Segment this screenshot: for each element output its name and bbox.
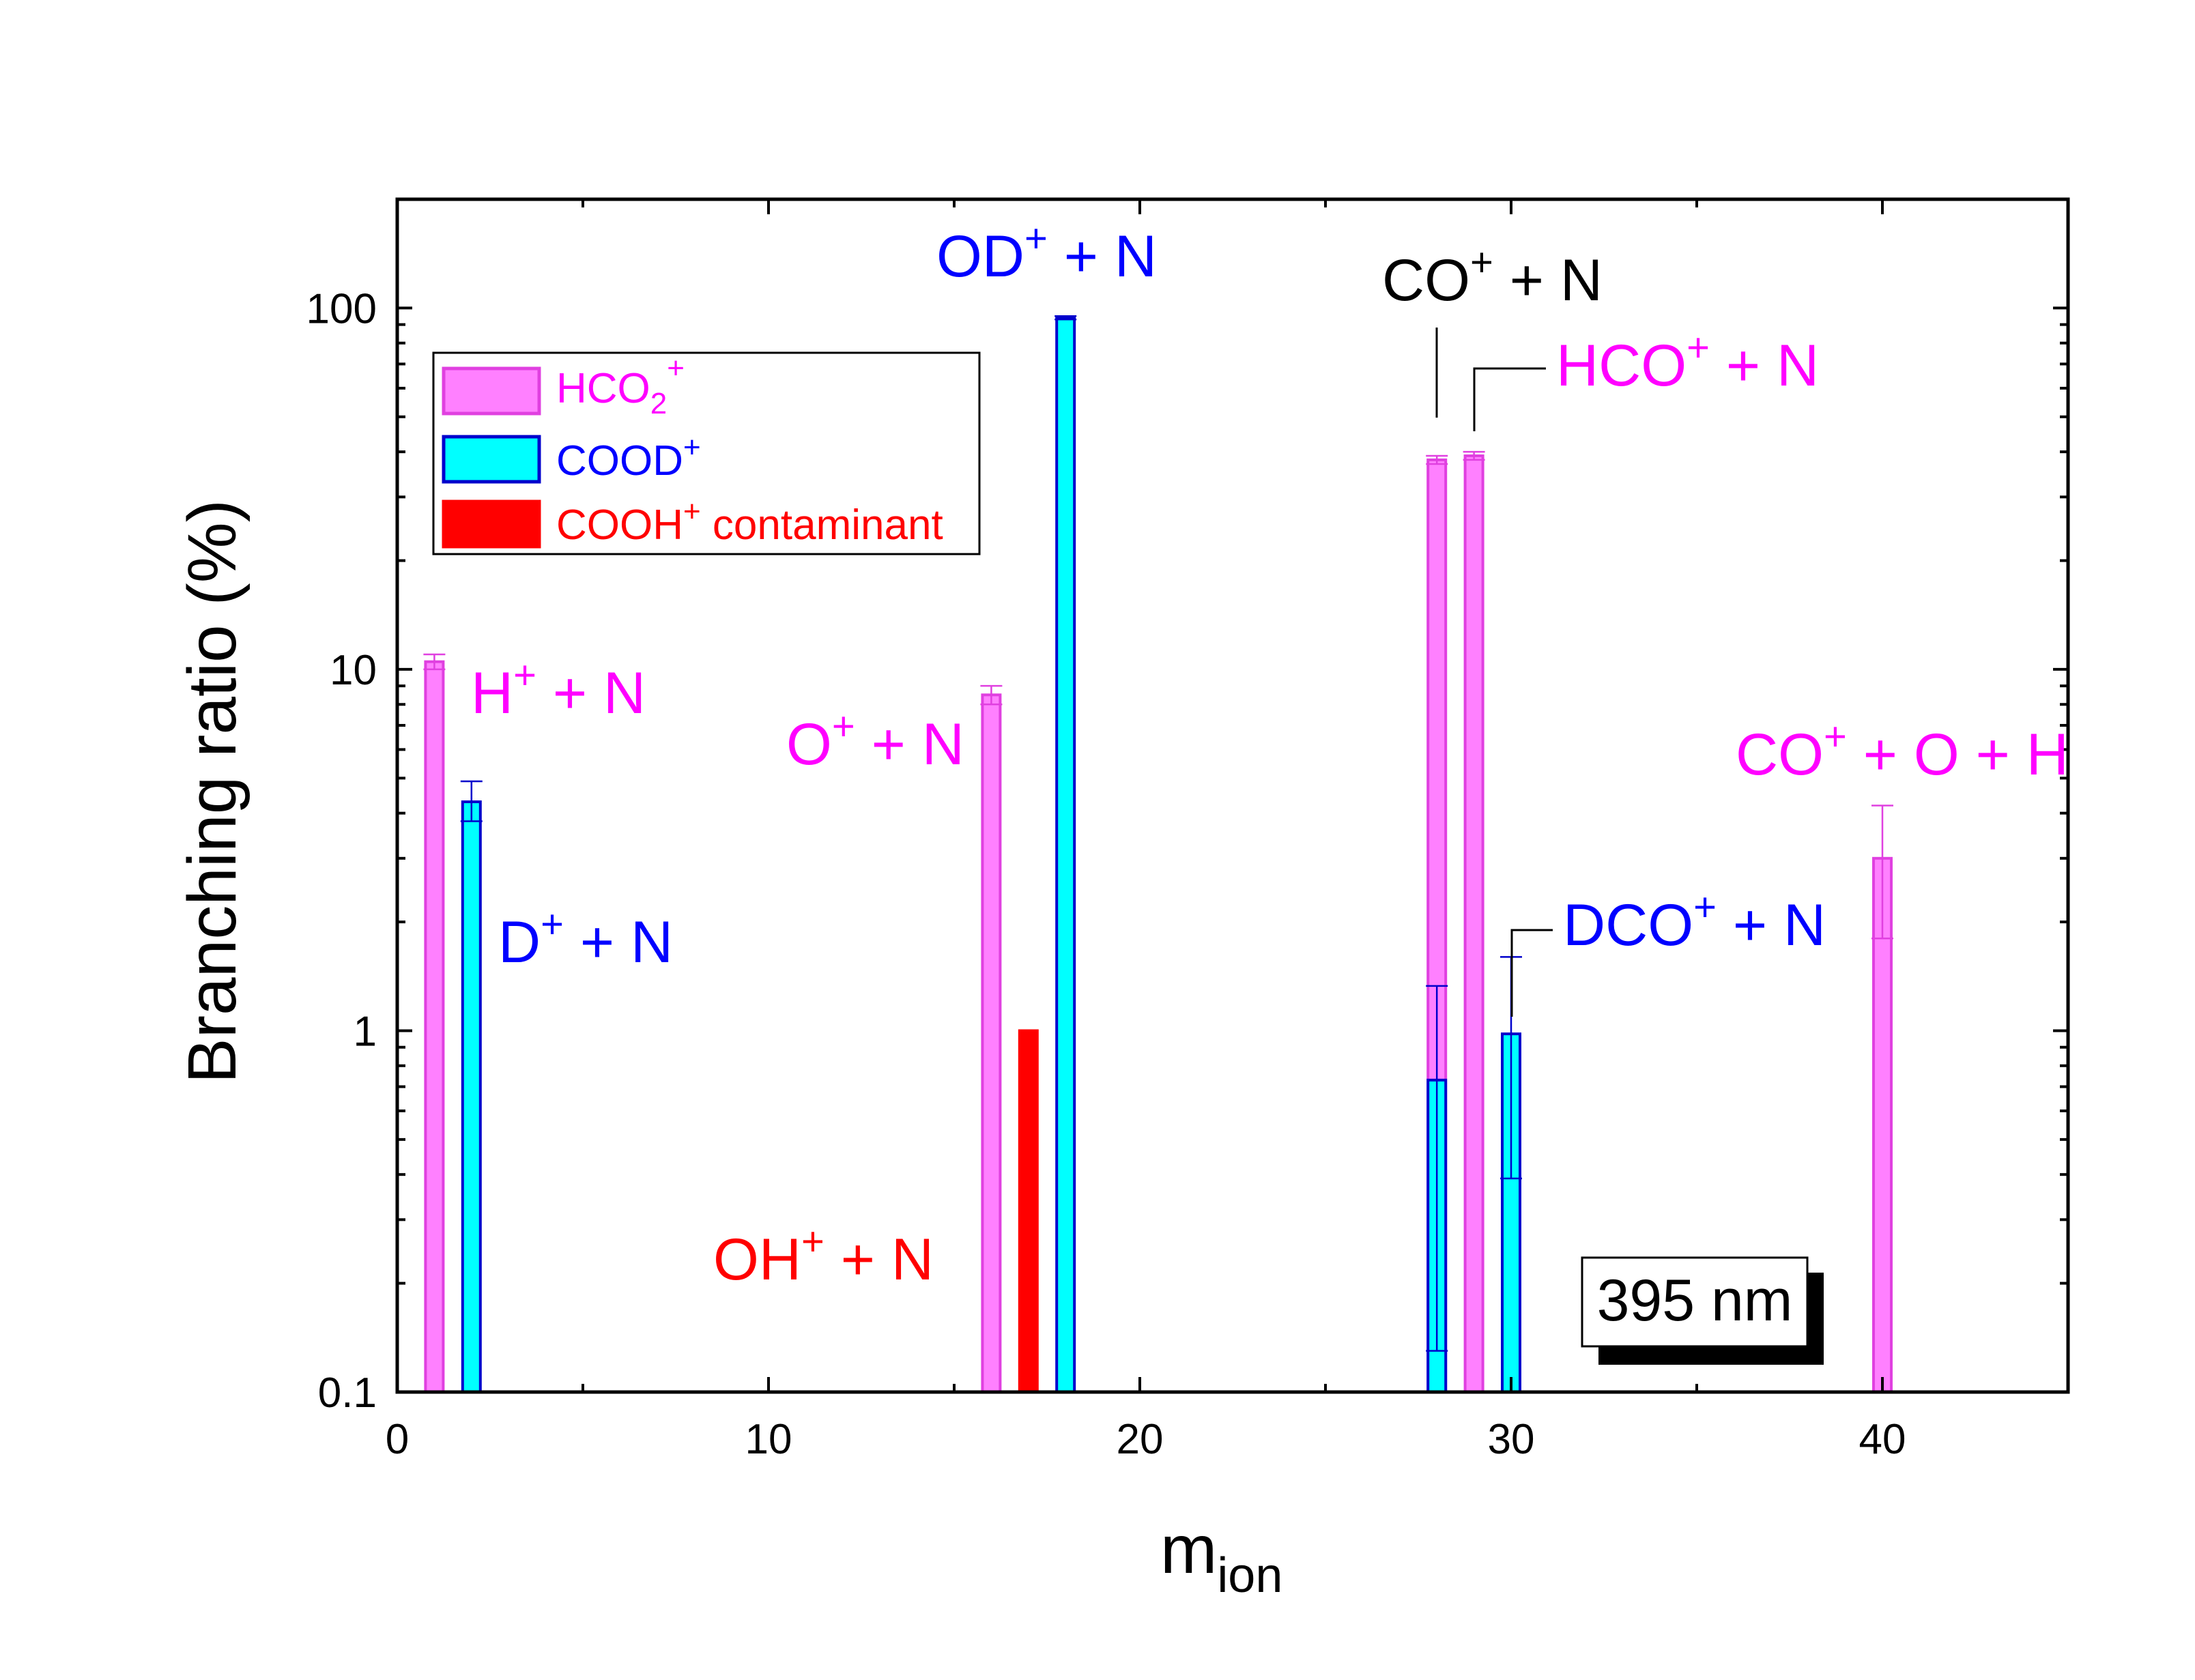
y-tick-label: 1 bbox=[354, 1008, 377, 1055]
legend-label-hco2: HCO2+ bbox=[556, 351, 685, 420]
annotation-o: O+ + N bbox=[786, 704, 964, 777]
x-tick-label: 30 bbox=[1488, 1416, 1535, 1463]
annotation-od: OD+ + N bbox=[936, 216, 1157, 289]
axes-layer bbox=[395, 197, 2070, 1394]
x-tick-label: 40 bbox=[1859, 1416, 1906, 1463]
x-axis-title-subscript: ion bbox=[1217, 1548, 1282, 1603]
bar-cood-m2 bbox=[461, 800, 482, 1394]
y-tick-label: 10 bbox=[330, 647, 377, 694]
wavelength-box-frame bbox=[1581, 1256, 1809, 1348]
y-tick-label: 0.1 bbox=[318, 1370, 377, 1417]
ticks-layer: 0 10 20 30 40 0.1 1 10 100 bbox=[306, 198, 2069, 1463]
annotation-d: D+ + N bbox=[498, 902, 673, 975]
legend: HCO2+ COOD+ COOH+ contaminant bbox=[432, 351, 981, 555]
annotation-dco: DCO+ + N bbox=[1563, 885, 1826, 958]
error-bar-hco2-m40 bbox=[1871, 805, 1893, 940]
annotations: H+ + N D+ + N O+ + N OD+ + N OH+ + N CO+… bbox=[471, 216, 2069, 1292]
legend-label-cooh: COOH+ contaminant bbox=[556, 495, 943, 549]
legend-label-cood: COOD+ bbox=[556, 431, 701, 484]
bar-hco2-m16 bbox=[981, 693, 1002, 1393]
wavelength-label: 395 nm bbox=[1597, 1268, 1793, 1333]
x-tick-label: 10 bbox=[745, 1416, 792, 1463]
annotation-h: H+ + N bbox=[471, 653, 646, 726]
plot-frame bbox=[395, 197, 2070, 1394]
bar-cooh-m17 bbox=[1018, 1029, 1039, 1393]
bar-cood-m18 bbox=[1055, 316, 1076, 1394]
leader-line-hco bbox=[1473, 367, 1546, 431]
bars-layer bbox=[423, 315, 1893, 1394]
legend-swatch-hco2 bbox=[442, 366, 541, 416]
error-bar-hco2-m16 bbox=[980, 684, 1003, 706]
x-axis-title: mion bbox=[1160, 1511, 1282, 1603]
legend-swatch-cooh bbox=[442, 499, 541, 549]
error-bar-hco2-m29 bbox=[1463, 450, 1485, 461]
annotation-co: CO+ + N bbox=[1382, 240, 1603, 313]
bar-hco2-m29 bbox=[1463, 454, 1484, 1393]
x-axis-title-main: m bbox=[1160, 1511, 1217, 1588]
annotation-oh: OH+ + N bbox=[713, 1219, 934, 1292]
y-tick-label: 100 bbox=[306, 285, 377, 332]
error-bar-cood-m28 bbox=[1426, 985, 1448, 1352]
annotation-co-o-h: CO+ + O + H bbox=[1736, 714, 2069, 787]
x-tick-label: 0 bbox=[386, 1416, 409, 1463]
error-bar-cood-m18 bbox=[1055, 315, 1077, 321]
annotation-hco: HCO+ + N bbox=[1556, 325, 1819, 399]
error-bar-hco2-m28 bbox=[1426, 454, 1448, 465]
bar-hco2-m1 bbox=[424, 660, 445, 1393]
y-axis-title: Branching ratio (%) bbox=[174, 499, 250, 1084]
wavelength-box: 395 nm bbox=[1581, 1256, 1824, 1365]
x-tick-label: 20 bbox=[1117, 1416, 1164, 1463]
error-bar-hco2-m1 bbox=[423, 653, 446, 671]
leader-line-dco bbox=[1510, 929, 1553, 1017]
error-bar-cood-m2 bbox=[460, 780, 483, 822]
legend-swatch-cood bbox=[442, 435, 541, 484]
